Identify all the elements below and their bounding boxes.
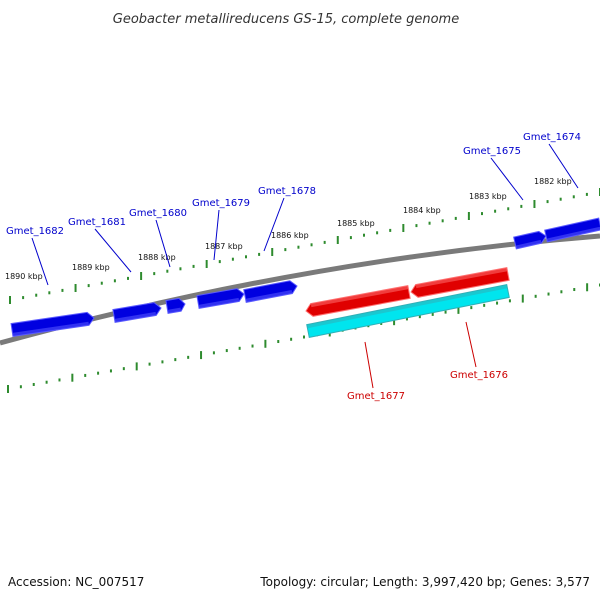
gene-leader-line (548, 143, 579, 189)
gene-gmet-1679[interactable] (196, 288, 245, 309)
gene-leader-line (31, 237, 49, 286)
gene-leader-line (213, 209, 220, 261)
tick-label: 1882 kbp (534, 177, 572, 186)
genome-summary-text: Topology: circular; Length: 3,997,420 bp… (259, 575, 590, 589)
gene-gmet-1675[interactable] (513, 230, 547, 250)
gene-feature-group (10, 217, 600, 338)
tick-label: 1887 kbp (205, 242, 243, 251)
tick-label-group: 1890 kbp 1889 kbp 1888 kbp 1887 kbp 1886 kbp… (5, 177, 572, 281)
tick-label: 1888 kbp (138, 253, 176, 262)
gene-leader-line (94, 228, 132, 273)
accession-text: Accession: NC_007517 (8, 575, 144, 589)
gene-gmet-1676[interactable] (410, 267, 510, 298)
tick-label: 1885 kbp (337, 219, 375, 228)
gene-gmet-1678[interactable] (243, 280, 298, 303)
cds-gmet-1677[interactable] (306, 284, 510, 338)
outer-tick-track (9, 188, 600, 304)
gene-label[interactable]: Gmet_1675 (463, 146, 521, 157)
tick-label: 1886 kbp (271, 231, 309, 240)
gene-leader-line (465, 321, 477, 368)
gene-leader-line (364, 341, 374, 389)
tick-label: 1889 kbp (72, 263, 110, 272)
gene-label[interactable]: Gmet_1680 (129, 208, 187, 219)
gene-leader-line (155, 219, 171, 268)
gene-label[interactable]: Gmet_1679 (192, 198, 250, 209)
gene-gmet-1677[interactable] (305, 285, 411, 317)
gene-gmet-1680[interactable] (165, 297, 186, 314)
gene-gmet-1674[interactable] (544, 217, 600, 243)
gene-label[interactable]: Gmet_1676 (450, 370, 508, 381)
gene-gmet-1681[interactable] (112, 302, 162, 323)
gene-label[interactable]: Gmet_1678 (258, 186, 316, 197)
gene-label[interactable]: Gmet_1674 (523, 132, 581, 143)
tick-label: 1890 kbp (5, 272, 43, 281)
map-title: Geobacter metallireducens GS-15, complet… (113, 12, 459, 27)
gene-leader-line (263, 197, 285, 252)
gene-label[interactable]: Gmet_1677 (347, 391, 405, 402)
inner-tick-track (7, 283, 600, 393)
gene-leader-line (490, 157, 524, 201)
gene-label[interactable]: Gmet_1681 (68, 217, 126, 228)
genome-backbone (0, 233, 600, 346)
gene-label[interactable]: Gmet_1682 (6, 226, 64, 237)
tick-label: 1883 kbp (469, 192, 507, 201)
tick-label: 1884 kbp (403, 206, 441, 215)
gene-gmet-1682[interactable] (10, 311, 95, 337)
